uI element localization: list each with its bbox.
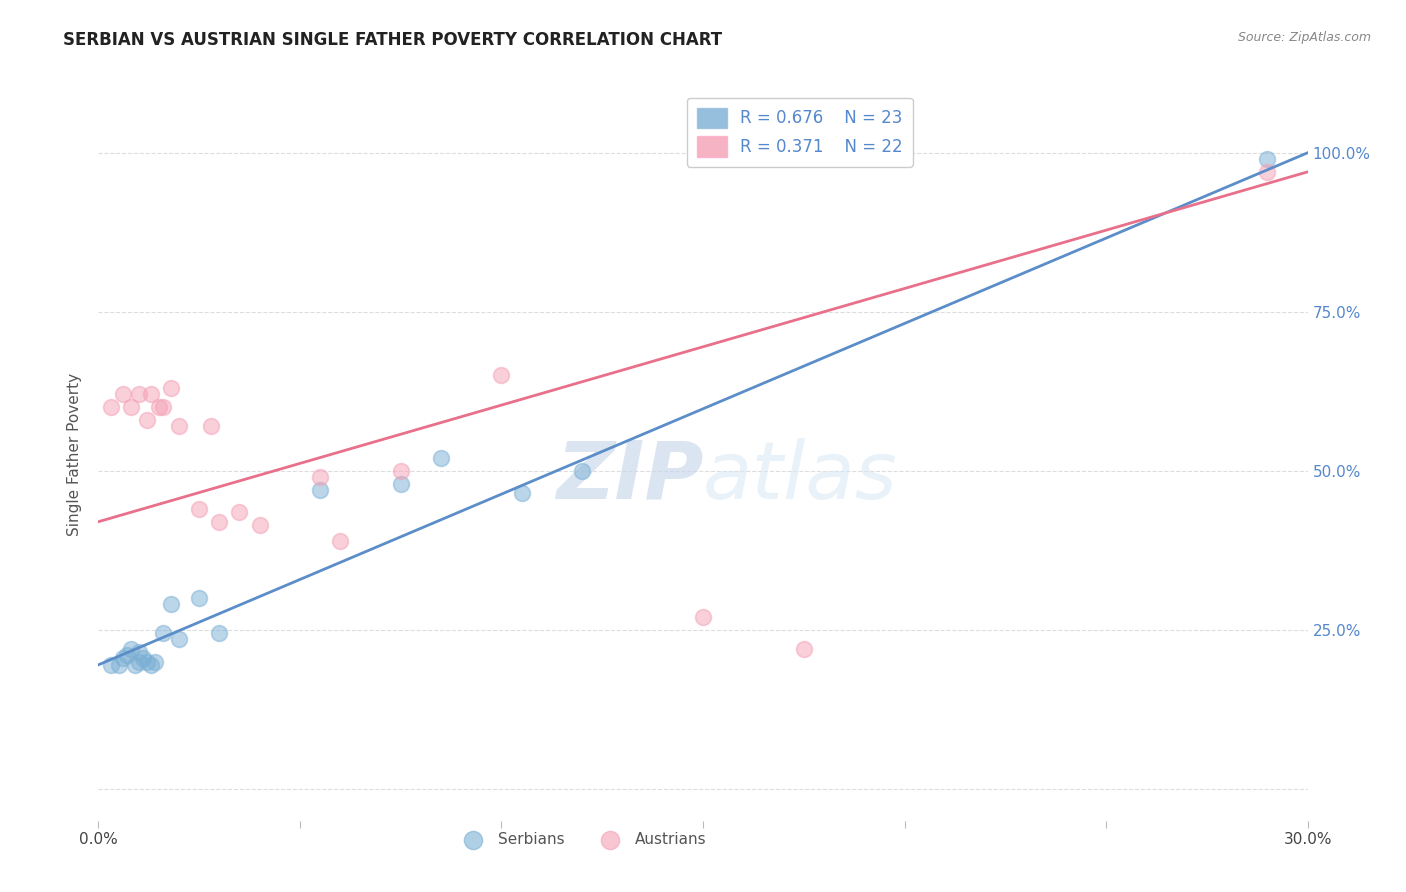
Point [120,641,142,656]
Point [793,641,815,656]
Y-axis label: Single Father Poverty: Single Father Poverty [67,374,83,536]
Point [148,401,170,415]
Point [571,464,593,478]
Point [128,645,150,659]
Point [228,505,250,519]
Point [152,626,174,640]
Text: ZIP: ZIP [555,438,703,516]
Point [128,387,150,401]
Point [124,657,146,672]
Point [188,591,211,605]
Point [111,387,134,401]
Point [249,517,271,532]
Point [135,413,157,427]
Point [135,655,157,669]
Text: SERBIAN VS AUSTRIAN SINGLE FATHER POVERTY CORRELATION CHART: SERBIAN VS AUSTRIAN SINGLE FATHER POVERT… [63,31,723,49]
Point [111,651,134,665]
Point [188,502,211,516]
Point [491,368,513,383]
Point [692,610,714,624]
Point [1256,152,1278,166]
Point [167,632,190,647]
Point [139,387,162,401]
Point [208,626,231,640]
Point [167,419,190,434]
Legend: Serbians, Austrians: Serbians, Austrians [451,826,713,854]
Point [389,476,412,491]
Point [152,401,174,415]
Point [100,401,122,415]
Point [132,651,155,665]
Point [100,657,122,672]
Point [389,464,412,478]
Point [160,381,183,395]
Point [115,648,138,663]
Point [510,486,533,500]
Point [208,515,231,529]
Point [1256,165,1278,179]
Point [200,419,222,434]
Point [430,451,453,466]
Point [128,655,150,669]
Point [309,470,332,484]
Point [143,655,166,669]
Text: Source: ZipAtlas.com: Source: ZipAtlas.com [1237,31,1371,45]
Text: atlas: atlas [703,438,898,516]
Point [309,483,332,497]
Point [329,533,352,548]
Point [139,657,162,672]
Point [107,657,129,672]
Point [120,401,142,415]
Point [160,598,183,612]
